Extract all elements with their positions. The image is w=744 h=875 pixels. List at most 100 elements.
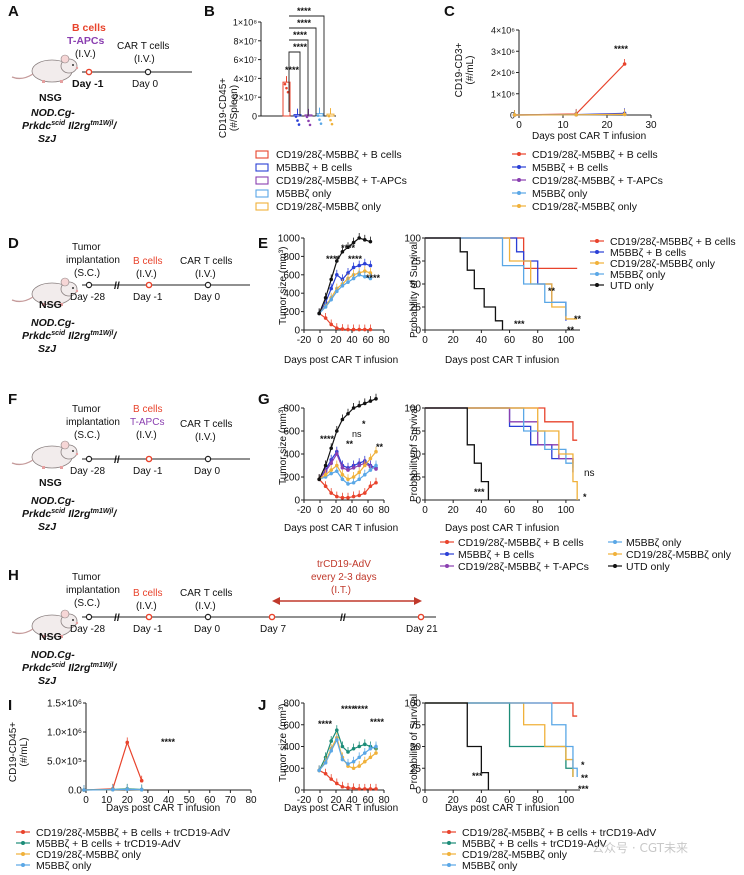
data-point — [323, 472, 328, 477]
data-point — [374, 480, 378, 485]
survival-curve — [425, 702, 490, 790]
sig-stars: *** — [578, 784, 589, 794]
y-tick-label: 800 — [283, 404, 300, 415]
break-mark: // — [114, 280, 120, 292]
timeline-dot-red — [145, 455, 153, 463]
data-point — [374, 787, 378, 791]
x-tick-label: 20 — [448, 335, 460, 346]
data-point — [329, 491, 334, 495]
data-point — [340, 472, 345, 477]
mouse-genotype: NOD.Cg- — [31, 495, 75, 507]
sig-stars: **** — [341, 243, 356, 253]
x-tick-label: 0 — [422, 335, 428, 346]
y-tick-label: 400 — [283, 289, 300, 300]
survival-curve — [425, 237, 504, 330]
timeline-dot — [85, 613, 93, 621]
x-tick-label: 20 — [601, 120, 613, 131]
sig-stars: **** — [318, 719, 333, 729]
data-point — [363, 787, 367, 791]
panel-a: NSG NOD.Cg- Prkdcscid Il2rgtm1Wjl/ SzJ B … — [11, 22, 192, 145]
data-point — [351, 240, 356, 245]
data-point — [351, 480, 356, 485]
y-tick-label: 800 — [283, 252, 300, 263]
break-mark: // — [340, 612, 346, 624]
data-point — [335, 289, 339, 294]
x-tick-label: 60 — [504, 795, 516, 806]
legend-label: M5BBζ only — [276, 188, 332, 200]
legend-label: CD19/28ζ-M5BBζ + B cells — [610, 236, 736, 248]
y-tick-label: 100 — [404, 234, 421, 245]
series-line — [318, 312, 371, 331]
x-tick-label: 40 — [476, 505, 488, 516]
genotype-part: Prkdc — [22, 330, 51, 342]
data-point — [346, 477, 350, 482]
legend-label: CD19/28ζ-M5BBζ only — [36, 849, 142, 861]
label-day7: Day 7 — [260, 624, 287, 635]
y-tick-label: 0 — [294, 496, 300, 507]
label-iv: (I.V.) — [136, 430, 157, 441]
legend-label: M5BBζ + B cells + trCD19-AdV — [36, 838, 181, 850]
data-point — [346, 280, 350, 284]
legend-marker — [447, 830, 451, 834]
legend-label: UTD only — [626, 561, 671, 573]
data-point — [335, 469, 339, 474]
y-tick-label: 25 — [410, 473, 422, 484]
j-xlabel: Days post CAR T infusion — [284, 803, 398, 814]
sig-stars: * — [581, 760, 585, 770]
data-point — [363, 327, 367, 332]
y-tick-label: 1000 — [278, 234, 301, 245]
data-point — [335, 463, 339, 468]
data-point — [323, 296, 328, 300]
data-point — [374, 467, 378, 471]
data-point — [346, 482, 350, 486]
data-point — [323, 316, 328, 320]
label-day0: Day 0 — [194, 624, 221, 635]
adv-arrow-head-left — [272, 597, 280, 605]
label-day21: Day 21 — [406, 624, 438, 635]
g-ylabel: Tumor size (mm³) — [278, 406, 289, 485]
data-point — [319, 122, 323, 125]
g-survival-chart: 0 25 50 75 100 0 20 40 60 80 100 — [404, 404, 580, 516]
y-tick-label: 0 — [294, 326, 300, 337]
label-iv: (I.V.) — [75, 49, 96, 60]
sig-stars: **** — [341, 704, 356, 714]
series-line — [318, 274, 371, 314]
data-point — [351, 466, 356, 470]
data-point — [307, 119, 310, 123]
data-point — [363, 274, 367, 279]
sig-stars: * — [362, 419, 366, 429]
y-tick-label: 1×10⁶ — [491, 89, 515, 99]
data-point — [340, 250, 345, 254]
data-point — [329, 286, 334, 291]
label-tumor: Tumor — [72, 404, 101, 415]
data-point — [374, 463, 378, 468]
data-point — [374, 751, 378, 755]
data-point — [357, 273, 362, 277]
genotype-part: Prkdc — [22, 662, 51, 674]
y-tick-label: 1.0×10⁶ — [47, 728, 82, 739]
x-tick-label: 80 — [532, 335, 544, 346]
data-point — [285, 86, 288, 90]
data-point — [340, 784, 345, 789]
sig-stars: * — [583, 492, 587, 502]
data-point — [340, 477, 345, 482]
legend-swatch — [255, 176, 269, 185]
legend-label: M5BBζ + B cells — [610, 247, 686, 259]
data-point — [323, 305, 328, 309]
y-tick-label: 1.5×10⁶ — [47, 699, 82, 710]
x-tick-label: 80 — [378, 335, 390, 346]
timeline-dot — [85, 455, 93, 463]
sig-stars: **** — [297, 18, 312, 28]
legend-label: CD19/28ζ-M5BBζ + T-APCs — [532, 175, 663, 187]
genotype-sup: scid — [51, 508, 66, 515]
i-ylabel-2: (#/mL) — [19, 738, 30, 767]
y-tick-label: 400 — [283, 450, 300, 461]
legend-marker — [613, 552, 617, 556]
mouse-genotype: NOD.Cg- — [31, 317, 75, 329]
x-tick-label: -20 — [297, 505, 312, 516]
